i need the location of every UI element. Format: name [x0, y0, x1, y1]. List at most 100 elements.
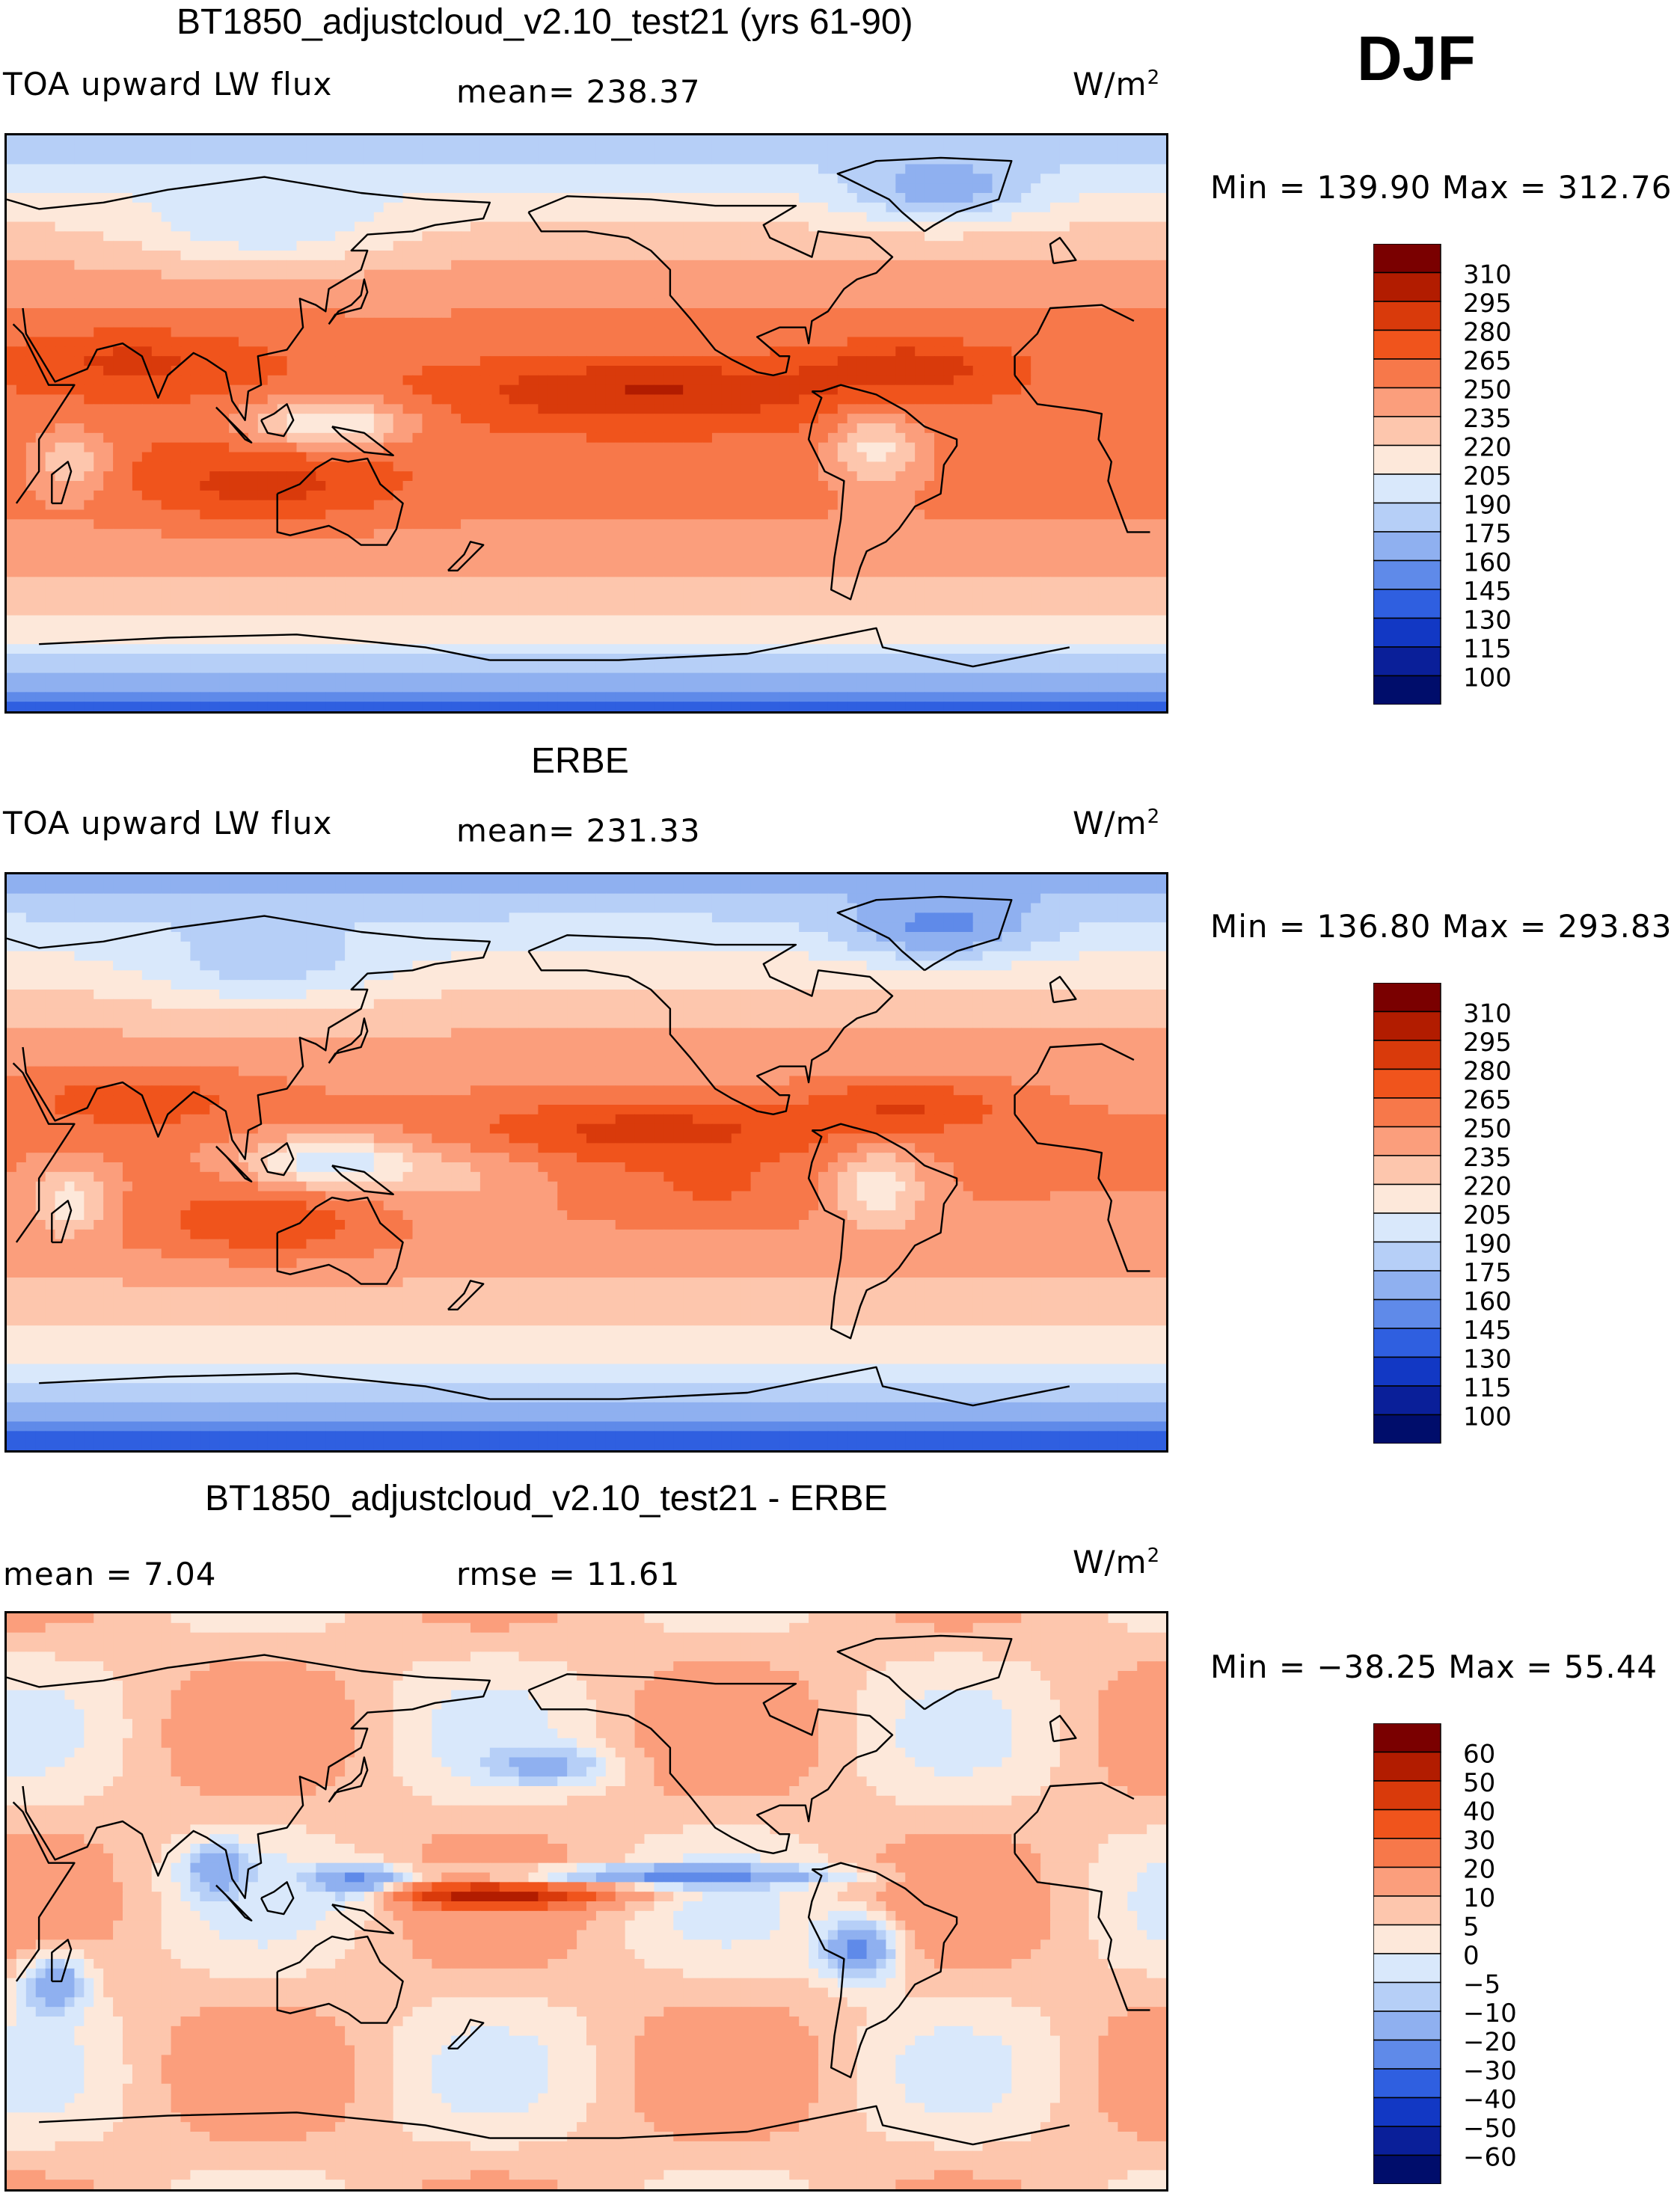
colorbar-swatch	[1373, 1809, 1441, 1839]
colorbar-tick-label: 220	[1463, 433, 1512, 463]
coastline	[39, 627, 1070, 668]
colorbar-tick-label: 20	[1463, 1855, 1495, 1885]
colorbar-tick-label: 50	[1463, 1768, 1495, 1798]
colorbar-tick-label: 160	[1463, 1287, 1512, 1317]
panel1-title: BT1850_adjustcloud_v2.10_test21 (yrs 61-…	[177, 1, 913, 43]
colorbar-swatch	[1373, 502, 1441, 533]
colorbar-tick-label: −20	[1463, 2028, 1517, 2058]
colorbar-swatch	[1373, 1298, 1441, 1329]
coastline	[447, 1280, 485, 1310]
colorbar-tick-label: 310	[1463, 260, 1512, 290]
coastline	[215, 1145, 253, 1183]
coastline	[7, 176, 491, 421]
panel1-colorbar: 310 295 280 265 250 235 220 205 190 175 160 145 130 1…	[1373, 243, 1568, 705]
colorbar-tick-label: 160	[1463, 548, 1512, 578]
units-exponent: 2	[1147, 806, 1161, 828]
colorbar-tick-label: −40	[1463, 2085, 1517, 2115]
colorbar-swatch	[1373, 1895, 1441, 1926]
colorbar-swatch	[1373, 1040, 1441, 1070]
colorbar-swatch	[1373, 1414, 1441, 1444]
coastline	[1049, 1714, 1077, 1743]
colorbar-tick-label: 175	[1463, 1258, 1512, 1288]
panel2-title: ERBE	[531, 740, 629, 782]
panel3-title: BT1850_adjustcloud_v2.10_test21 - ERBE	[205, 1478, 888, 1519]
colorbar-swatch	[1373, 1183, 1441, 1214]
panel3-units: W/m2	[1073, 1544, 1160, 1580]
coastline	[1049, 975, 1077, 1004]
coastline	[807, 1123, 958, 1340]
colorbar-swatch	[1373, 1126, 1441, 1156]
colorbar-tick-label: 145	[1463, 1316, 1512, 1346]
colorbar-swatch	[1373, 1751, 1441, 1782]
season-label: DJF	[1357, 22, 1476, 95]
panel3-colorbar: 60 50 40 30 20 10 5 0 −5 −10 −20 −30 −40 −50 −60	[1373, 1723, 1568, 2185]
colorbar-swatch	[1373, 1953, 1441, 1984]
panel2-colorbar: 310 295 280 265 250 235 220 205 190 175 160 145 130 1…	[1373, 982, 1568, 1444]
coastline	[276, 1196, 404, 1285]
panel2-variable-label: TOA upward LW flux	[3, 805, 332, 841]
units-text: W/m	[1073, 1544, 1147, 1580]
coastline	[328, 1756, 369, 1803]
panel3-mean-label: mean = 7.04	[3, 1556, 217, 1592]
panel3-rmse-label: rmse = 11.61	[456, 1556, 680, 1592]
colorbar-tick-label: 250	[1463, 375, 1512, 405]
colorbar-tick-label: 190	[1463, 1230, 1512, 1260]
colorbar-swatch	[1373, 416, 1441, 447]
colorbar-swatch	[1373, 1212, 1441, 1243]
colorbar-swatch	[1373, 1328, 1441, 1358]
colorbar-tick-label: 265	[1463, 1085, 1512, 1115]
colorbar-tick-label: 175	[1463, 519, 1512, 549]
colorbar-swatch	[1373, 1866, 1441, 1897]
coastline	[51, 461, 73, 505]
colorbar-swatch	[1373, 531, 1441, 562]
coastline	[836, 1634, 1013, 1711]
coastline	[260, 403, 295, 438]
colorbar-swatch	[1373, 444, 1441, 475]
colorbar-swatch	[1373, 272, 1441, 302]
colorbar-tick-label: 40	[1463, 1797, 1495, 1827]
colorbar-swatch	[1373, 559, 1441, 590]
panel1-map	[4, 133, 1168, 714]
colorbar-tick-label: 30	[1463, 1826, 1495, 1856]
colorbar-swatch	[1373, 2068, 1441, 2099]
colorbar-swatch	[1373, 1097, 1441, 1128]
colorbar-swatch	[1373, 982, 1441, 1013]
colorbar-swatch	[1373, 1241, 1441, 1272]
coastline	[12, 304, 1150, 533]
colorbar-tick-label: 115	[1463, 634, 1512, 664]
coastline	[807, 1862, 958, 2079]
colorbar-tick-label: 295	[1463, 289, 1512, 319]
units-text: W/m	[1073, 805, 1147, 841]
colorbar-tick-label: 295	[1463, 1028, 1512, 1058]
colorbar-swatch	[1373, 2154, 1441, 2185]
colorbar-tick-label: 310	[1463, 999, 1512, 1029]
colorbar-tick-label: −30	[1463, 2056, 1517, 2086]
colorbar-tick-label: 280	[1463, 318, 1512, 348]
coastline	[39, 1366, 1070, 1407]
colorbar-tick-label: 130	[1463, 606, 1512, 636]
coastline	[260, 1881, 295, 1916]
colorbar-swatch	[1373, 329, 1441, 360]
coastline	[328, 1017, 369, 1064]
colorbar-swatch	[1373, 1723, 1441, 1753]
colorbar-swatch	[1373, 646, 1441, 677]
colorbar-tick-label: 220	[1463, 1172, 1512, 1202]
colorbar-swatch	[1373, 1385, 1441, 1416]
units-text: W/m	[1073, 66, 1147, 102]
colorbar-swatch	[1373, 243, 1441, 274]
colorbar-swatch	[1373, 1270, 1441, 1301]
coastline	[260, 1142, 295, 1177]
colorbar-swatch	[1373, 358, 1441, 389]
colorbar-tick-label: 235	[1463, 404, 1512, 434]
colorbar-tick-label: 205	[1463, 1200, 1512, 1230]
colorbar-swatch	[1373, 2097, 1441, 2127]
colorbar-swatch	[1373, 387, 1441, 417]
colorbar-tick-label: 0	[1463, 1941, 1480, 1971]
coastline	[39, 2105, 1070, 2146]
coastline	[331, 426, 394, 456]
coastline	[1049, 236, 1077, 265]
colorbar-swatch	[1373, 1924, 1441, 1954]
coastline	[51, 1200, 73, 1244]
colorbar-swatch	[1373, 1155, 1441, 1186]
coastline	[12, 1043, 1150, 1272]
